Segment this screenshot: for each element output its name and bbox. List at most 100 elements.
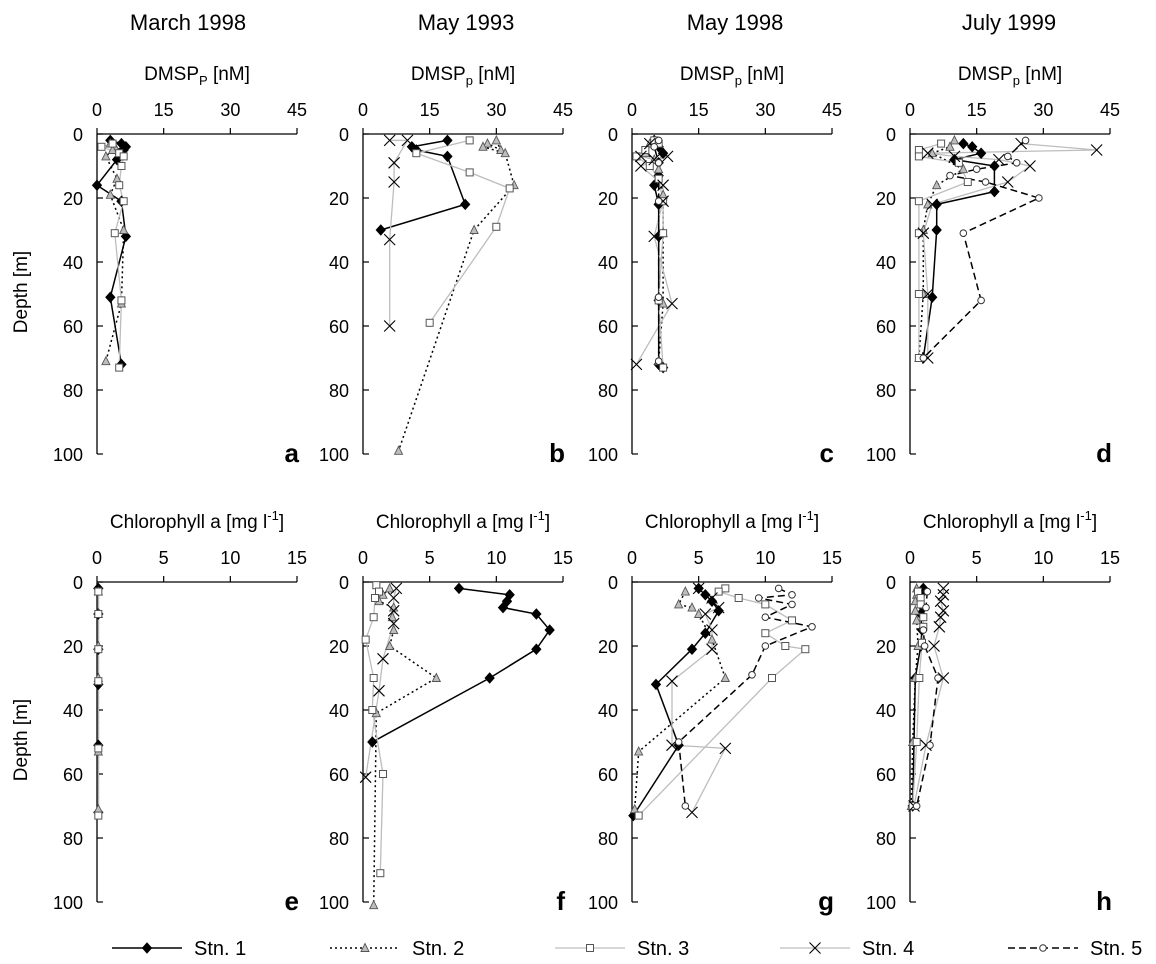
y-tick-label: 100 bbox=[53, 893, 83, 913]
data-point bbox=[650, 143, 659, 151]
x-axis-label: Chlorophyll a [mg l-1] bbox=[645, 508, 819, 533]
data-point bbox=[465, 168, 474, 177]
data-point bbox=[384, 582, 395, 593]
y-tick-label: 0 bbox=[608, 573, 618, 593]
y-tick-label: 20 bbox=[598, 189, 618, 209]
data-point bbox=[975, 147, 987, 159]
x-tick-label: 30 bbox=[220, 100, 240, 120]
data-point bbox=[368, 706, 377, 714]
data-point bbox=[754, 594, 763, 602]
data-point bbox=[958, 163, 969, 174]
data-point bbox=[761, 600, 770, 609]
series-line-5 bbox=[922, 139, 1042, 359]
data-point bbox=[371, 594, 379, 602]
data-point bbox=[934, 674, 942, 682]
data-point bbox=[931, 179, 942, 190]
legend-marker bbox=[141, 942, 153, 954]
series-line-3 bbox=[365, 584, 384, 874]
y-tick-label: 0 bbox=[886, 125, 896, 145]
y-tick-label: 0 bbox=[886, 573, 896, 593]
data-point bbox=[914, 197, 923, 206]
panel-letter: a bbox=[285, 438, 300, 468]
y-tick-label: 20 bbox=[63, 189, 83, 209]
series-line-2 bbox=[918, 139, 965, 359]
data-point bbox=[712, 601, 725, 614]
y-tick-label: 20 bbox=[876, 637, 896, 657]
data-point bbox=[379, 770, 387, 778]
data-point bbox=[945, 141, 955, 151]
y-tick-label: 80 bbox=[329, 381, 349, 401]
legend: Stn. 1 Stn. 2 Stn. 3 Stn. 4 Stn. 5 bbox=[112, 938, 1142, 960]
data-point bbox=[531, 643, 542, 655]
data-point bbox=[654, 136, 663, 145]
data-point bbox=[926, 741, 934, 750]
data-point bbox=[359, 771, 372, 784]
x-tick-label: 0 bbox=[92, 100, 102, 120]
data-point bbox=[544, 624, 555, 636]
data-point bbox=[666, 297, 678, 310]
data-point bbox=[105, 189, 116, 199]
legend-label: Stn. 1 bbox=[194, 938, 246, 960]
data-point bbox=[94, 587, 103, 596]
series-line-2 bbox=[397, 140, 515, 452]
data-point bbox=[920, 642, 929, 650]
series-line-2 bbox=[372, 587, 438, 906]
data-point bbox=[699, 608, 712, 620]
x-tick-label: 45 bbox=[822, 100, 842, 120]
x-tick-label: 0 bbox=[358, 548, 368, 568]
y-tick-label: 20 bbox=[329, 189, 349, 209]
data-point bbox=[393, 445, 404, 455]
data-point bbox=[989, 160, 1000, 172]
y-tick-label: 100 bbox=[588, 445, 618, 465]
x-tick-label: 0 bbox=[627, 100, 637, 120]
data-point bbox=[442, 150, 453, 163]
data-point bbox=[645, 162, 654, 170]
x-tick-label: 15 bbox=[553, 548, 573, 568]
data-point bbox=[937, 604, 950, 617]
data-point bbox=[919, 626, 928, 634]
data-point bbox=[719, 742, 732, 755]
data-point bbox=[119, 152, 128, 161]
data-point bbox=[425, 318, 434, 327]
data-point bbox=[383, 233, 396, 246]
data-point bbox=[801, 645, 810, 654]
data-point bbox=[500, 147, 510, 158]
data-point bbox=[377, 652, 389, 665]
data-point bbox=[635, 160, 647, 172]
y-tick-label: 60 bbox=[598, 765, 618, 785]
data-point bbox=[375, 224, 386, 236]
y-axis-label: Depth [m] bbox=[11, 699, 32, 781]
legend-label: Stn. 4 bbox=[862, 938, 914, 960]
data-point bbox=[700, 627, 711, 639]
series-line-1 bbox=[632, 587, 720, 817]
data-point bbox=[632, 152, 641, 161]
data-point bbox=[946, 171, 954, 180]
data-point bbox=[390, 582, 403, 595]
panel-e: Chlorophyll a [mg l-1] 0 5 10 15 0 20 40 60 80 100… bbox=[11, 508, 307, 916]
data-point bbox=[706, 643, 718, 656]
data-point bbox=[931, 224, 942, 236]
y-tick-label: 40 bbox=[329, 701, 349, 721]
data-point bbox=[693, 608, 704, 618]
data-point bbox=[94, 744, 103, 753]
data-point bbox=[927, 291, 938, 303]
series-line-1 bbox=[380, 139, 467, 231]
panel-letter: c bbox=[820, 438, 834, 468]
data-point bbox=[933, 620, 946, 633]
data-point bbox=[692, 582, 705, 595]
y-tick-label: 80 bbox=[63, 381, 83, 401]
y-tick-label: 80 bbox=[598, 381, 618, 401]
data-point bbox=[659, 363, 668, 372]
data-point bbox=[119, 197, 128, 206]
y-tick-label: 0 bbox=[73, 573, 83, 593]
data-point bbox=[921, 147, 934, 160]
data-point bbox=[686, 643, 698, 655]
data-point bbox=[94, 811, 103, 820]
x-tick-label: 5 bbox=[694, 548, 704, 568]
y-tick-label: 80 bbox=[63, 829, 83, 849]
data-point bbox=[781, 642, 790, 650]
panel-letter: h bbox=[1096, 886, 1112, 916]
data-point bbox=[949, 134, 960, 145]
y-tick-label: 0 bbox=[73, 125, 83, 145]
